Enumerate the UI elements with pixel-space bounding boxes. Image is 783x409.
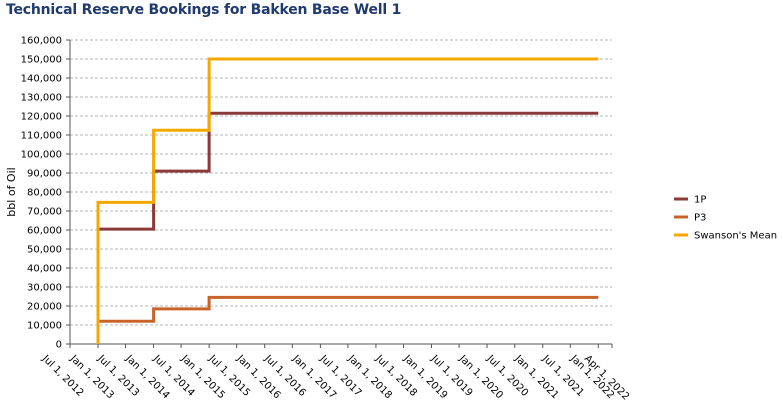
legend-label: 1P [694, 195, 706, 206]
y-tick-labels: 0 10,000 20,000 30,000 40,000 50,000 60,000 70,… [21, 36, 62, 351]
y-tick-label: 100,000 [21, 150, 62, 161]
legend: 1P P3 Swanson's Mean [674, 195, 777, 242]
y-axis-label: bbl of Oil [5, 167, 18, 216]
y-tick-label: 120,000 [21, 112, 62, 123]
chart-title: Technical Reserve Bookings for Bakken Ba… [6, 2, 402, 18]
series-line-1p [98, 111, 599, 231]
axes [66, 39, 613, 348]
y-tick-label: 40,000 [27, 264, 62, 275]
legend-label: Swanson's Mean [694, 231, 777, 242]
y-tick-label: 140,000 [21, 74, 62, 85]
y-tick-label: 70,000 [27, 207, 62, 218]
y-tick-label: 90,000 [27, 169, 62, 180]
series-line-swanson-s-mean [96, 57, 599, 344]
legend-label: P3 [694, 213, 706, 224]
y-tick-label: 20,000 [27, 302, 62, 313]
grid-lines [70, 39, 612, 326]
y-tick-label: 0 [56, 340, 62, 351]
y-tick-label: 30,000 [27, 283, 62, 294]
y-tick-label: 10,000 [27, 321, 62, 332]
y-tick-label: 110,000 [21, 131, 62, 142]
y-tick-label: 80,000 [27, 188, 62, 199]
y-tick-label: 60,000 [27, 226, 62, 237]
series-lines [96, 57, 599, 344]
y-tick-label: 150,000 [21, 55, 62, 66]
y-tick-label: 50,000 [27, 245, 62, 256]
y-tick-label: 160,000 [21, 36, 62, 47]
series-line-p3 [98, 295, 599, 323]
y-tick-label: 130,000 [21, 93, 62, 104]
